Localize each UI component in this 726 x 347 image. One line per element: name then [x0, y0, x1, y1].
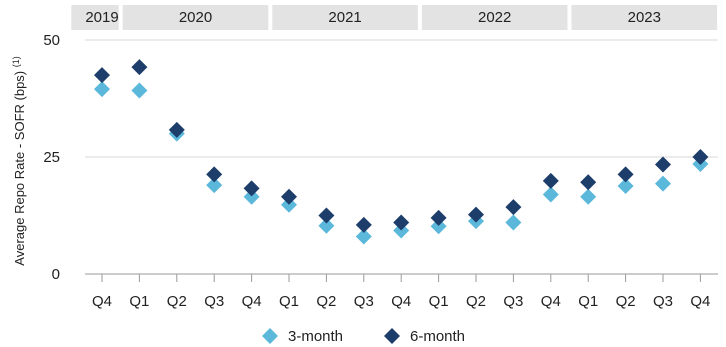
y-tick-label: 50 — [43, 32, 60, 49]
point-3-month — [430, 218, 447, 235]
x-tick-label: Q3 — [354, 293, 374, 310]
point-6-month — [468, 206, 484, 223]
point-6-month — [542, 172, 559, 189]
x-tick-label: Q4 — [391, 293, 411, 310]
point-6-month — [168, 121, 185, 138]
x-tick-label: Q3 — [503, 293, 523, 310]
x-tick-label: Q3 — [204, 293, 224, 310]
point-3-month — [355, 228, 372, 245]
x-tick-label: Q4 — [690, 293, 710, 310]
year-header-label: 2021 — [328, 9, 361, 26]
x-tick-label: Q2 — [466, 293, 486, 310]
point-6-month — [393, 214, 410, 231]
point-6-month — [505, 199, 522, 216]
point-6-month — [655, 156, 671, 173]
x-tick-label: Q4 — [92, 293, 112, 310]
x-tick-label: Q1 — [429, 293, 449, 310]
year-header-label: 2019 — [85, 9, 118, 26]
x-tick-label: Q4 — [242, 293, 262, 310]
point-3-month — [617, 178, 634, 195]
year-header-box — [571, 5, 718, 30]
year-header-box — [421, 5, 568, 30]
year-header-label: 2020 — [179, 9, 212, 26]
point-6-month — [430, 209, 447, 226]
x-tick-label: Q2 — [616, 293, 636, 310]
point-3-month — [542, 186, 559, 203]
year-header-box — [272, 5, 418, 30]
point-3-month — [206, 177, 223, 194]
year-header-box — [122, 5, 269, 30]
point-3-month — [94, 81, 110, 98]
y-tick-label: 0 — [52, 266, 60, 283]
point-3-month — [243, 188, 260, 205]
point-3-month — [318, 217, 335, 234]
point-6-month — [94, 67, 110, 84]
point-3-month — [655, 175, 671, 192]
year-header-box — [71, 5, 119, 30]
point-6-month — [617, 166, 634, 183]
point-6-month — [206, 166, 223, 183]
x-tick-label: Q2 — [167, 293, 187, 310]
legend-label: 6-month — [410, 328, 465, 345]
point-3-month — [580, 188, 597, 205]
legend-marker — [262, 328, 278, 344]
y-tick-label: 25 — [43, 149, 60, 166]
legend-marker — [384, 328, 400, 344]
legend-label: 3-month — [288, 328, 343, 345]
x-tick-label: Q1 — [129, 293, 149, 310]
year-header-label: 2023 — [628, 9, 661, 26]
x-tick-label: Q2 — [316, 293, 336, 310]
x-tick-label: Q1 — [578, 293, 598, 310]
x-tick-label: Q1 — [279, 293, 299, 310]
point-6-month — [580, 174, 597, 191]
point-6-month — [281, 188, 297, 205]
x-tick-label: Q4 — [541, 293, 561, 310]
point-6-month — [355, 216, 372, 233]
point-6-month — [318, 207, 335, 224]
point-3-month — [131, 82, 148, 99]
point-6-month — [243, 180, 260, 197]
year-header-label: 2022 — [478, 9, 511, 26]
point-3-month — [505, 214, 522, 231]
point-6-month — [131, 59, 148, 76]
x-tick-label: Q3 — [653, 293, 673, 310]
y-axis-title: Average Repo Rate - SOFR (bps) (1) — [11, 56, 27, 265]
point-6-month — [692, 149, 709, 165]
